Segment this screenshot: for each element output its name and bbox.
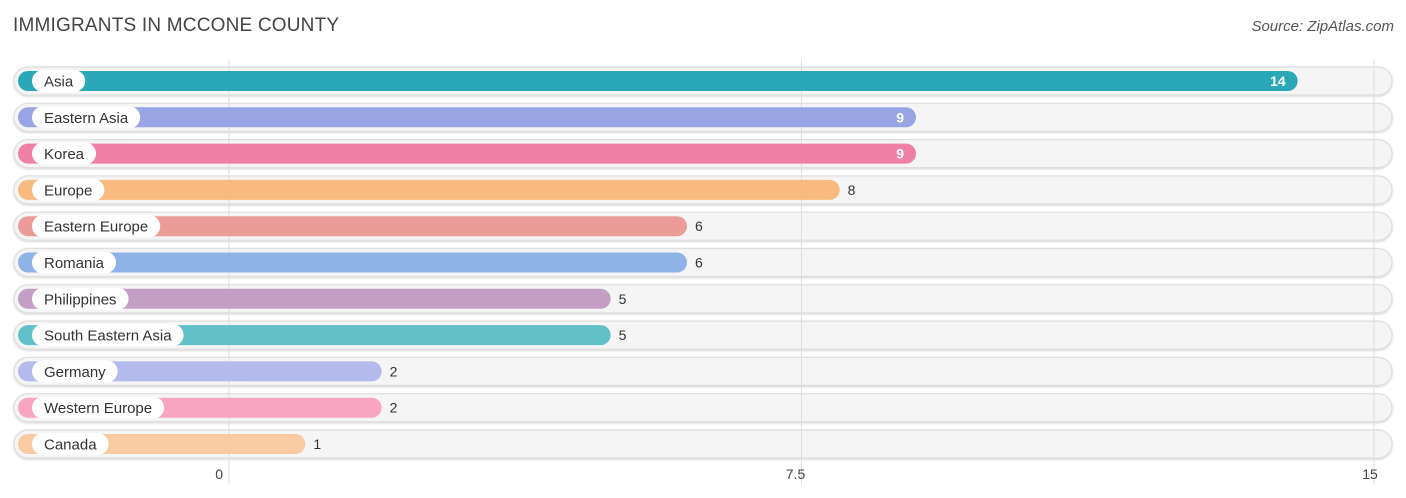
bar: [18, 252, 687, 273]
value-label: 9: [896, 146, 904, 162]
category-label: Philippines: [44, 291, 117, 308]
category-label: South Eastern Asia: [44, 328, 172, 345]
x-tick-label: 0: [215, 466, 223, 482]
category-label-pill: [32, 215, 161, 238]
value-label: 14: [1270, 73, 1286, 89]
category-label: Germany: [44, 364, 106, 381]
category-label: Romania: [44, 255, 105, 272]
category-label: Europe: [44, 182, 92, 199]
category-label-pill: [32, 106, 141, 129]
category-label-pill: [32, 433, 109, 455]
category-label: Asia: [44, 74, 74, 91]
value-label: 8: [848, 182, 856, 198]
bar: [18, 71, 1298, 91]
value-label: 2: [390, 363, 398, 379]
value-label: 1: [313, 436, 321, 452]
value-label: 2: [390, 400, 398, 416]
value-label: 5: [619, 291, 627, 307]
bar: [18, 216, 687, 237]
x-tick-label: 15: [1362, 466, 1378, 482]
value-label: 6: [695, 255, 703, 271]
category-label-pill: [32, 178, 105, 201]
x-tick-label: 7.5: [786, 466, 806, 482]
bar: [18, 143, 916, 164]
category-label-pill: [32, 142, 97, 165]
value-label: 6: [695, 218, 703, 234]
category-label: Korea: [44, 146, 85, 163]
source-note: Source: ZipAtlas.com: [1251, 18, 1394, 35]
chart-title: IMMIGRANTS IN MCCONE COUNTY: [13, 15, 340, 36]
category-label-pill: [32, 287, 129, 310]
bar: [18, 288, 611, 309]
category-label: Eastern Europe: [44, 219, 148, 236]
category-label: Eastern Asia: [44, 110, 129, 127]
category-label: Western Europe: [44, 400, 152, 417]
bar: [18, 107, 916, 128]
category-label-pill: [32, 251, 117, 274]
category-label: Canada: [44, 437, 97, 454]
bar: [18, 179, 840, 200]
value-label: 5: [619, 327, 627, 343]
bar-track: [13, 429, 1393, 459]
category-label-pill: [32, 360, 118, 383]
value-label: 9: [896, 109, 904, 125]
category-label-pill: [32, 70, 86, 92]
category-label-pill: [32, 324, 184, 347]
category-label-pill: [32, 396, 165, 419]
